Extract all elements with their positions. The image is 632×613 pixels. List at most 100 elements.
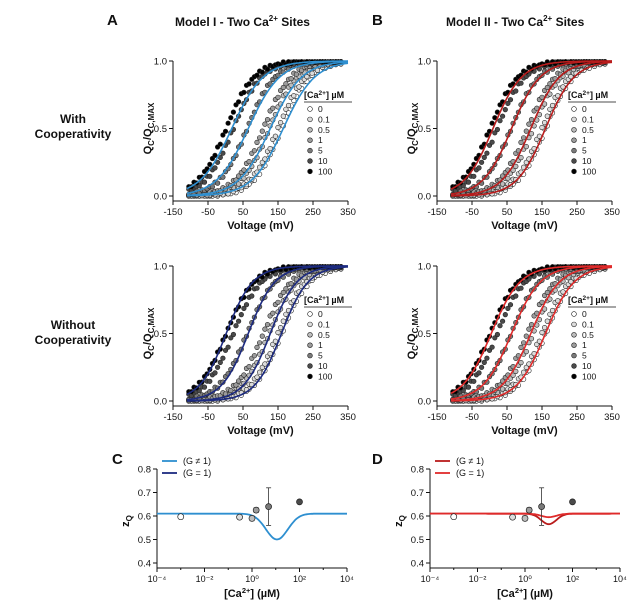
qv-fit-curve bbox=[186, 60, 349, 195]
zq-data-point bbox=[248, 514, 256, 522]
qv-y-tick-label: 1.0 bbox=[154, 262, 167, 273]
qv-data-point bbox=[523, 128, 529, 134]
qv-legend-marker bbox=[571, 311, 577, 317]
qv-y-label-mid: /Q bbox=[142, 333, 154, 345]
zq-y-tick-label: 0.7 bbox=[411, 488, 424, 499]
qv-legend-label: 0.5 bbox=[318, 330, 330, 340]
qv-data-point bbox=[222, 128, 229, 134]
qv-fit-curve bbox=[450, 265, 612, 395]
qv-x-tick-label: -50 bbox=[201, 412, 215, 423]
qv-legend-marker bbox=[307, 127, 313, 133]
qv-data-point bbox=[484, 150, 490, 156]
qv-data-point bbox=[288, 75, 294, 82]
qv-data-point bbox=[500, 318, 506, 324]
qv-data-point bbox=[465, 179, 472, 185]
qv-data-point bbox=[544, 318, 550, 324]
row-label-without-cooperativity: Without Cooperativity bbox=[34, 318, 112, 347]
qv-data-point bbox=[507, 97, 514, 103]
qv-data-point bbox=[262, 121, 268, 127]
qv-data-point bbox=[549, 102, 556, 109]
qv-data-point bbox=[541, 325, 548, 331]
qv-legend-label: 100 bbox=[318, 371, 332, 381]
qv-data-point bbox=[544, 289, 550, 296]
qv-y-axis-label: QC/QC,MAX bbox=[142, 307, 156, 359]
qv-fit-curve bbox=[451, 61, 613, 197]
qv-x-tick-label: 50 bbox=[502, 207, 513, 218]
qv-data-point bbox=[259, 159, 265, 165]
qv-data-point bbox=[275, 72, 281, 78]
legend-title-pre: [Ca bbox=[568, 90, 583, 100]
qv-data-point bbox=[288, 281, 294, 287]
zq-xlabel-post: ] (µM) bbox=[523, 588, 553, 600]
qv-legend-marker bbox=[307, 106, 313, 112]
qv-data-point bbox=[270, 105, 276, 111]
qv-legend-marker bbox=[571, 373, 577, 380]
qv-data-point bbox=[505, 100, 511, 106]
qv-fit-curve bbox=[186, 60, 348, 190]
qv-data-point bbox=[270, 310, 276, 316]
qv-data-point bbox=[479, 159, 485, 165]
qv-data-point bbox=[220, 132, 226, 138]
qv-legend-label: 0.5 bbox=[582, 125, 594, 135]
qv-legend-label: 0 bbox=[582, 309, 587, 319]
qv-y-tick-label: 0.0 bbox=[418, 192, 431, 203]
qv-data-point bbox=[484, 132, 490, 138]
qv-fit-curve bbox=[450, 60, 612, 190]
qv-data-point bbox=[241, 305, 247, 312]
qv-y-label-sub1: C bbox=[147, 345, 156, 351]
qv-data-point bbox=[539, 329, 545, 336]
qv-legend-marker bbox=[307, 311, 313, 317]
panel-letter-a: A bbox=[107, 12, 118, 29]
zq-xlabel-pre: [Ca bbox=[497, 588, 516, 600]
panel-title-b: Model II - Two Ca2+ Sites bbox=[446, 14, 585, 29]
qv-data-point bbox=[547, 311, 553, 317]
qv-x-tick-label: 50 bbox=[502, 412, 513, 423]
zq-x-tick-label: 10⁰ bbox=[245, 574, 259, 584]
qv-data-point bbox=[246, 159, 252, 165]
qv-y-label-sub1: C bbox=[411, 345, 420, 351]
qv-y-label-sub1: C bbox=[411, 140, 420, 146]
qv-data-point bbox=[497, 118, 503, 124]
qv-x-axis-label: Voltage (mV) bbox=[227, 220, 294, 232]
zq-model-curve bbox=[430, 512, 620, 519]
qv-x-tick-label: 350 bbox=[604, 412, 620, 423]
qv-data-point bbox=[225, 344, 231, 350]
qv-data-point bbox=[507, 302, 514, 308]
qv-data-point bbox=[230, 109, 236, 115]
qv-data-point bbox=[278, 119, 284, 126]
qv-legend-marker bbox=[571, 116, 577, 123]
qv-data-point bbox=[212, 152, 218, 158]
qv-data-point bbox=[544, 84, 550, 91]
zq-y-tick-label: 0.4 bbox=[411, 559, 424, 570]
qv-data-point bbox=[280, 84, 286, 91]
zq-xlabel-sup: 2+ bbox=[515, 586, 524, 595]
qv-y-axis-label: QC/QC,MAX bbox=[406, 307, 420, 359]
qv-data-point bbox=[479, 364, 485, 370]
qv-data-point bbox=[262, 326, 268, 332]
zq-legend-label: (G ≠ 1) bbox=[183, 456, 211, 466]
qv-y-tick-label: 0.5 bbox=[154, 329, 167, 340]
zq-panel-d: 0.4 0.5 0.6 0.7 0.8 10⁻⁴ 10⁻² 10⁰ 10² 10⁴ [Ca2+] (… bbox=[393, 456, 627, 600]
qv-data-point bbox=[254, 344, 260, 351]
qv-data-point bbox=[207, 378, 213, 384]
qv-data-point bbox=[304, 73, 310, 80]
qv-data-point bbox=[465, 384, 472, 390]
qv-data-point bbox=[236, 378, 242, 384]
qv-data-point bbox=[500, 181, 506, 187]
qv-data-point bbox=[568, 279, 574, 285]
legend-title-sup: 2+ bbox=[583, 90, 591, 97]
qv-data-point bbox=[215, 180, 221, 186]
zq-data-point bbox=[252, 506, 260, 514]
legend-title-pre: [Ca bbox=[304, 90, 319, 100]
qv-data-point bbox=[500, 113, 506, 119]
qv-legend-label: 5 bbox=[318, 351, 323, 361]
qv-data-point bbox=[520, 135, 527, 141]
qv-legend-marker bbox=[307, 332, 313, 338]
qv-fit-curve bbox=[187, 62, 349, 197]
qv-legend-marker bbox=[307, 373, 313, 380]
qv-legend-marker bbox=[307, 147, 313, 154]
panel-letter-b: B bbox=[372, 12, 383, 29]
qv-legend-label: 0 bbox=[318, 309, 323, 319]
